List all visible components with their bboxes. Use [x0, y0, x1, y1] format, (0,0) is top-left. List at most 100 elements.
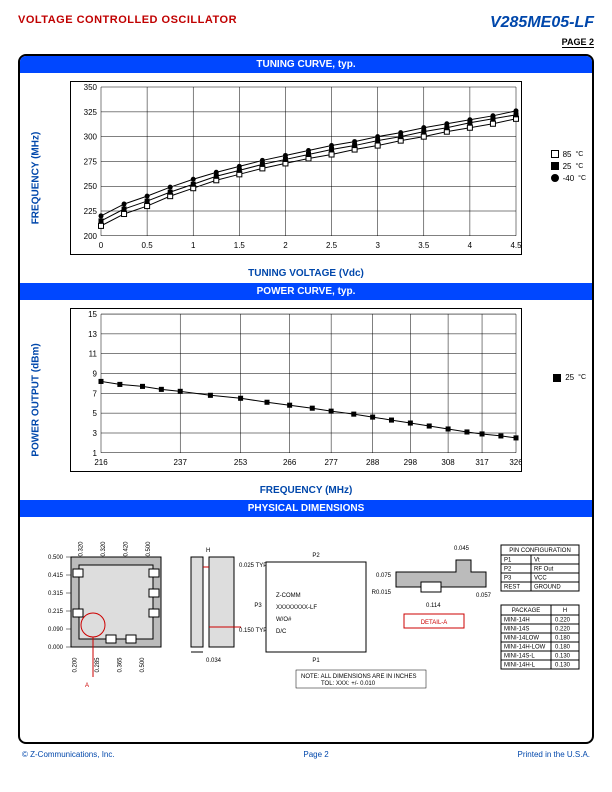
svg-text:W/O#: W/O# [276, 617, 292, 623]
svg-text:MINI-14S-L: MINI-14S-L [504, 654, 535, 660]
tuning-title: TUNING CURVE, typ. [20, 56, 592, 73]
svg-text:0.365: 0.365 [117, 657, 123, 673]
legend-item: -40°C [551, 174, 586, 183]
svg-text:13: 13 [88, 330, 97, 339]
svg-text:H: H [206, 548, 210, 554]
svg-text:325: 325 [84, 108, 98, 117]
svg-text:4.5: 4.5 [510, 241, 521, 250]
svg-text:0.130: 0.130 [555, 654, 571, 660]
svg-text:3: 3 [93, 429, 98, 438]
page-label-top: PAGE 2 [562, 37, 594, 48]
svg-text:0.090: 0.090 [48, 627, 64, 633]
svg-text:0.220: 0.220 [555, 627, 571, 633]
svg-text:DETAIL-A: DETAIL-A [421, 620, 448, 626]
svg-text:0.285: 0.285 [95, 657, 101, 673]
svg-text:P1: P1 [312, 658, 320, 664]
svg-text:2: 2 [283, 241, 288, 250]
svg-text:A: A [85, 683, 89, 689]
legend-item: 25°C [553, 373, 586, 382]
svg-text:Z-COMM: Z-COMM [276, 593, 301, 599]
svg-text:2.5: 2.5 [326, 241, 338, 250]
svg-text:MINI-14S: MINI-14S [504, 627, 529, 633]
footer-center: Page 2 [303, 750, 328, 759]
svg-text:MINI-14H-LOW: MINI-14H-LOW [504, 645, 546, 651]
svg-text:266: 266 [283, 458, 297, 467]
legend-item: 25°C [551, 162, 586, 171]
svg-text:0.415: 0.415 [48, 573, 64, 579]
power-legend: 25°C [553, 370, 586, 385]
svg-text:225: 225 [84, 207, 98, 216]
footer-left: © Z-Communications, Inc. [22, 750, 115, 759]
svg-text:250: 250 [84, 182, 98, 191]
svg-text:1: 1 [191, 241, 196, 250]
svg-text:3.5: 3.5 [418, 241, 430, 250]
svg-text:0.500: 0.500 [140, 657, 146, 673]
svg-text:9: 9 [93, 370, 98, 379]
svg-text:0.057: 0.057 [476, 593, 492, 599]
svg-text:NOTE: ALL DIMENSIONS ARE IN IN: NOTE: ALL DIMENSIONS ARE IN INCHES [301, 674, 416, 680]
part-number: V285ME05-LF [490, 14, 594, 32]
svg-text:0.130: 0.130 [555, 663, 571, 669]
svg-text:PIN CONFIGURATION: PIN CONFIGURATION [509, 548, 571, 554]
svg-text:200: 200 [84, 232, 98, 241]
svg-text:P3: P3 [254, 603, 262, 609]
svg-text:308: 308 [441, 458, 455, 467]
tuning-legend: 85°C 25°C -40°C [551, 147, 586, 186]
doc-title: VOLTAGE CONTROLLED OSCILLATOR [18, 14, 237, 26]
svg-text:216: 216 [94, 458, 108, 467]
svg-text:Vt: Vt [534, 558, 540, 564]
tuning-xlabel: TUNING VOLTAGE (Vdc) [248, 268, 364, 279]
svg-text:P2: P2 [312, 553, 320, 559]
svg-text:0.320: 0.320 [78, 541, 84, 557]
phys-title: PHYSICAL DIMENSIONS [20, 500, 592, 517]
svg-text:0.500: 0.500 [48, 555, 64, 561]
svg-text:15: 15 [88, 310, 97, 319]
svg-text:MINI-14H-L: MINI-14H-L [504, 663, 536, 669]
svg-text:R0.015: R0.015 [372, 590, 392, 596]
svg-text:0.114: 0.114 [426, 603, 441, 609]
svg-text:0.215: 0.215 [48, 609, 64, 615]
svg-text:PACKAGE: PACKAGE [512, 608, 541, 614]
svg-text:237: 237 [174, 458, 188, 467]
page-footer: © Z-Communications, Inc. Page 2 Printed … [18, 750, 594, 759]
svg-text:300: 300 [84, 133, 98, 142]
svg-text:0.034: 0.034 [206, 658, 222, 664]
svg-text:0.180: 0.180 [555, 645, 571, 651]
power-xlabel: FREQUENCY (MHz) [260, 485, 353, 496]
svg-text:P2: P2 [504, 567, 512, 573]
svg-text:288: 288 [366, 458, 380, 467]
svg-text:MINI-14H: MINI-14H [504, 618, 530, 624]
svg-text:XXXXXXXX-LF: XXXXXXXX-LF [276, 605, 317, 611]
svg-text:317: 317 [475, 458, 489, 467]
svg-text:RF Out: RF Out [534, 567, 554, 573]
svg-text:0.180: 0.180 [555, 636, 571, 642]
svg-text:0.200: 0.200 [72, 657, 78, 673]
tuning-chart: FREQUENCY (MHz) 20022525027530032535000.… [20, 73, 592, 283]
svg-text:REST: REST [504, 585, 520, 591]
svg-text:350: 350 [84, 83, 98, 92]
svg-text:0.500: 0.500 [146, 541, 152, 557]
svg-text:298: 298 [404, 458, 418, 467]
power-title: POWER CURVE, typ. [20, 283, 592, 300]
svg-text:1: 1 [93, 449, 98, 458]
svg-text:0.220: 0.220 [555, 618, 571, 624]
svg-text:0.045: 0.045 [454, 546, 470, 552]
svg-text:0.075: 0.075 [376, 573, 392, 579]
svg-text:277: 277 [324, 458, 338, 467]
legend-item: 85°C [551, 150, 586, 159]
svg-text:0.000: 0.000 [48, 645, 64, 651]
main-frame: TUNING CURVE, typ. FREQUENCY (MHz) 20022… [18, 54, 594, 744]
power-chart: POWER OUTPUT (dBm) 135791113152162372532… [20, 300, 592, 500]
svg-text:5: 5 [93, 409, 98, 418]
svg-text:7: 7 [93, 389, 98, 398]
svg-text:253: 253 [234, 458, 248, 467]
svg-text:0.025 TYP: 0.025 TYP [239, 563, 267, 569]
svg-text:TOL: XXX: +/- 0.010: TOL: XXX: +/- 0.010 [321, 681, 376, 687]
svg-text:GROUND: GROUND [534, 585, 561, 591]
svg-text:D/C: D/C [276, 629, 287, 635]
svg-text:0.5: 0.5 [142, 241, 154, 250]
svg-text:0: 0 [99, 241, 104, 250]
svg-text:3: 3 [375, 241, 380, 250]
svg-text:MINI-14LOW: MINI-14LOW [504, 636, 539, 642]
svg-text:VCC: VCC [534, 576, 547, 582]
